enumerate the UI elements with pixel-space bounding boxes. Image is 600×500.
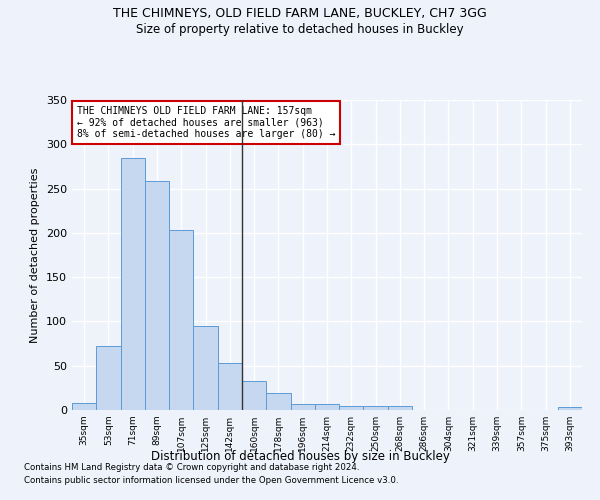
Bar <box>169 230 193 410</box>
Text: Size of property relative to detached houses in Buckley: Size of property relative to detached ho… <box>136 22 464 36</box>
Bar <box>242 381 266 410</box>
Text: Distribution of detached houses by size in Buckley: Distribution of detached houses by size … <box>151 450 449 463</box>
Text: Contains HM Land Registry data © Crown copyright and database right 2024.: Contains HM Land Registry data © Crown c… <box>24 464 359 472</box>
Text: Contains public sector information licensed under the Open Government Licence v3: Contains public sector information licen… <box>24 476 398 485</box>
Bar <box>364 406 388 410</box>
Bar <box>96 346 121 410</box>
Bar <box>266 393 290 410</box>
Bar <box>72 403 96 410</box>
Bar <box>121 158 145 410</box>
Bar <box>218 363 242 410</box>
Bar <box>290 404 315 410</box>
Bar <box>145 182 169 410</box>
Bar <box>193 326 218 410</box>
Bar <box>315 404 339 410</box>
Bar <box>558 408 582 410</box>
Text: THE CHIMNEYS OLD FIELD FARM LANE: 157sqm
← 92% of detached houses are smaller (9: THE CHIMNEYS OLD FIELD FARM LANE: 157sqm… <box>77 106 335 140</box>
Text: THE CHIMNEYS, OLD FIELD FARM LANE, BUCKLEY, CH7 3GG: THE CHIMNEYS, OLD FIELD FARM LANE, BUCKL… <box>113 8 487 20</box>
Y-axis label: Number of detached properties: Number of detached properties <box>31 168 40 342</box>
Bar <box>339 406 364 410</box>
Bar <box>388 406 412 410</box>
